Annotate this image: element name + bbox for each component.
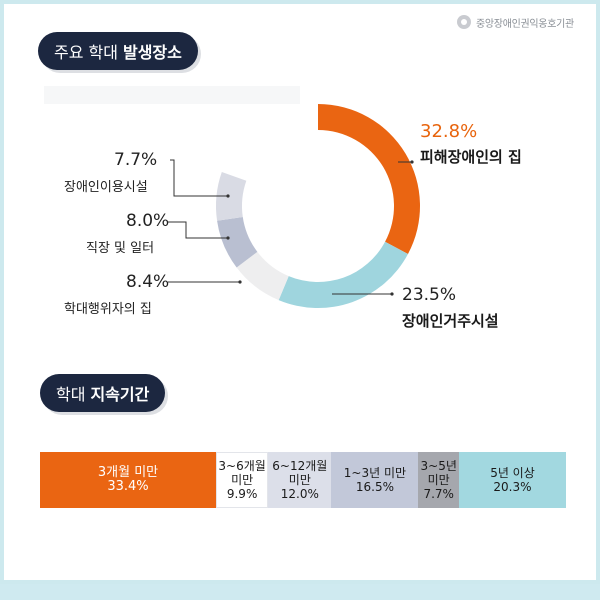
pie-value-facility: 23.5% bbox=[402, 285, 457, 305]
pie-value-workplace: 8.0% bbox=[126, 211, 170, 231]
leader-line-workplace bbox=[168, 221, 228, 239]
duration-segment-value: 16.5% bbox=[355, 480, 394, 494]
leader-line-home-dot bbox=[410, 160, 414, 164]
section-title-prefix: 주요 학대 bbox=[54, 43, 118, 62]
pie-slice-abuser-home bbox=[236, 251, 289, 301]
pie-value-home: 32.8% bbox=[420, 121, 478, 142]
duration-segment: 6~12개월 미만 12.0% bbox=[268, 452, 332, 508]
pie-label-workplace: 직장 및 일터 bbox=[86, 241, 155, 256]
emblem-icon bbox=[457, 15, 471, 29]
duration-segment-value: 12.0% bbox=[280, 487, 319, 501]
duration-segment-label: 3~5년 미만 bbox=[420, 459, 457, 487]
leader-line-abuser-home-dot bbox=[238, 280, 242, 284]
duration-segment-label: 3개월 미만 bbox=[97, 465, 159, 480]
pie-label-abuser-home: 학대행위자의 집 bbox=[64, 302, 152, 317]
pie-label-facility: 장애인거주시설 bbox=[402, 312, 499, 330]
duration-segment-label: 3~6개월 미만 bbox=[218, 459, 266, 487]
pie-value-abuser-home: 8.4% bbox=[126, 272, 170, 292]
duration-segment-label: 5년 이상 bbox=[490, 466, 535, 480]
pie-value-use-facility: 7.7% bbox=[114, 150, 158, 170]
duration-segment-value: 7.7% bbox=[423, 487, 454, 501]
pie-label-home: 피해장애인의 집 bbox=[420, 148, 522, 166]
leader-line-use-facility-dot bbox=[226, 194, 230, 198]
bottom-band bbox=[0, 584, 600, 600]
section-title-bold: 발생장소 bbox=[122, 43, 182, 62]
pie-slice-home bbox=[318, 104, 421, 255]
duration-stacked-bar: 3개월 미만 33.4% 3~6개월 미만 9.9% 6~12개월 미만 12.0% 1~3… bbox=[40, 452, 566, 508]
duration-segment-value: 20.3% bbox=[493, 480, 532, 494]
duration-segment: 1~3년 미만 16.5% bbox=[331, 452, 419, 508]
duration-segment-value: 9.9% bbox=[226, 487, 258, 501]
section-title-prefix-2: 학대 bbox=[56, 385, 86, 404]
duration-segment: 3~5년 미만 7.7% bbox=[418, 452, 459, 508]
logo: 중앙장애인권익옹호기관 bbox=[456, 14, 574, 30]
pie-slice-facility bbox=[278, 241, 408, 308]
leader-line-use-facility bbox=[170, 159, 228, 197]
section-title-location: 주요 학대 발생장소 bbox=[38, 32, 198, 70]
pie-slice-use-facility bbox=[216, 172, 247, 221]
faint-divider bbox=[44, 86, 300, 104]
duration-segment-label: 6~12개월 미만 bbox=[272, 459, 328, 487]
section-title-duration: 학대 지속기간 bbox=[40, 374, 166, 412]
logo-text: 중앙장애인권익옹호기관 bbox=[476, 18, 574, 30]
duration-segment: 3개월 미만 33.4% bbox=[40, 452, 217, 508]
duration-segment-value: 33.4% bbox=[107, 479, 149, 494]
leader-line-workplace-dot bbox=[226, 236, 230, 240]
duration-segment: 5년 이상 20.3% bbox=[458, 452, 566, 508]
duration-segment: 3~6개월 미만 9.9% bbox=[216, 452, 269, 508]
leader-line-facility-dot bbox=[390, 292, 394, 296]
section-title-bold-2: 지속기간 bbox=[90, 385, 150, 404]
pie-label-use-facility: 장애인이용시설 bbox=[64, 180, 148, 195]
donut-chart bbox=[168, 104, 421, 308]
pie-slice-workplace bbox=[217, 216, 258, 268]
duration-segment-label: 1~3년 미만 bbox=[343, 466, 407, 480]
